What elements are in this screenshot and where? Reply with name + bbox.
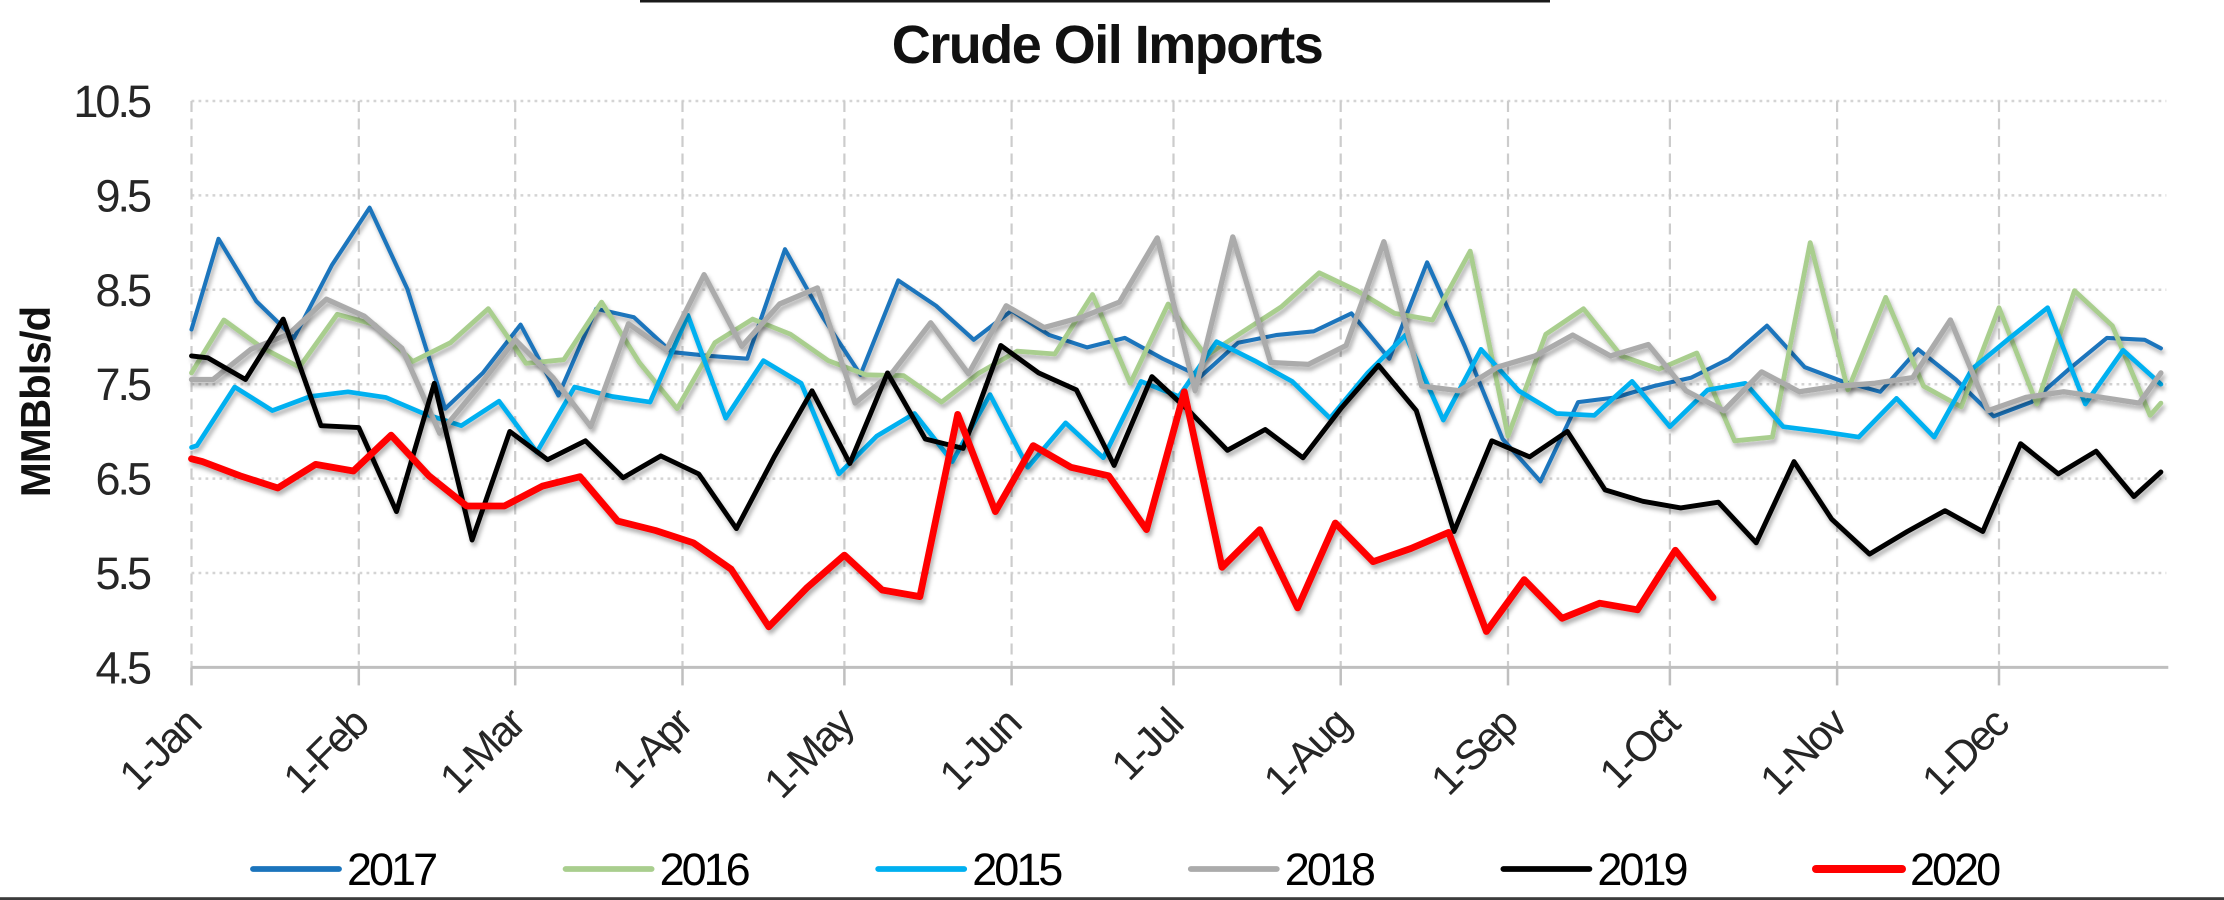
svg-text:2019: 2019	[1597, 844, 1686, 895]
svg-text:10.5: 10.5	[73, 76, 151, 127]
svg-text:2015: 2015	[972, 844, 1062, 895]
svg-text:7.5: 7.5	[95, 359, 151, 410]
svg-text:2020: 2020	[1910, 844, 2000, 895]
svg-text:2016: 2016	[660, 844, 750, 895]
svg-text:2018: 2018	[1285, 844, 1375, 895]
svg-text:6.5: 6.5	[95, 454, 151, 505]
svg-text:MMBbls/d: MMBbls/d	[12, 307, 59, 497]
svg-text:9.5: 9.5	[95, 170, 151, 221]
svg-text:4.5: 4.5	[95, 642, 151, 693]
svg-text:2017: 2017	[347, 844, 436, 895]
svg-text:Crude Oil Imports: Crude Oil Imports	[892, 15, 1323, 75]
svg-text:5.5: 5.5	[95, 548, 151, 599]
svg-text:8.5: 8.5	[95, 265, 151, 316]
